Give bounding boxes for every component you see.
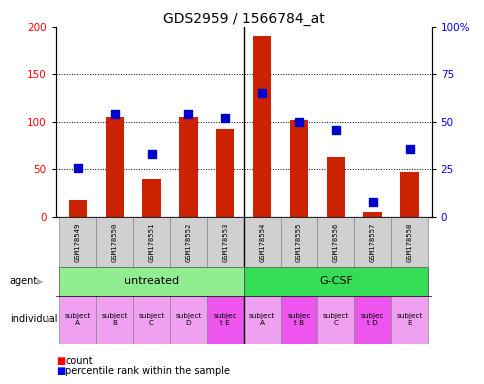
Text: percentile rank within the sample: percentile rank within the sample bbox=[65, 366, 230, 376]
Bar bbox=[390, 296, 427, 344]
Text: GSM178553: GSM178553 bbox=[222, 222, 228, 262]
Text: ▶: ▶ bbox=[47, 315, 53, 324]
Bar bbox=[60, 217, 96, 267]
Bar bbox=[142, 179, 161, 217]
Text: subject
D: subject D bbox=[175, 313, 201, 326]
Text: individual: individual bbox=[10, 314, 57, 324]
Text: count: count bbox=[65, 356, 93, 366]
Bar bbox=[317, 296, 353, 344]
Point bbox=[184, 111, 192, 118]
Title: GDS2959 / 1566784_at: GDS2959 / 1566784_at bbox=[163, 12, 324, 26]
Text: GSM178549: GSM178549 bbox=[75, 222, 81, 262]
Bar bbox=[317, 217, 353, 267]
Bar bbox=[353, 217, 390, 267]
Text: GSM178550: GSM178550 bbox=[111, 222, 118, 262]
Text: GSM178558: GSM178558 bbox=[406, 222, 412, 262]
Text: subjec
t B: subjec t B bbox=[287, 313, 310, 326]
Bar bbox=[170, 296, 207, 344]
Point bbox=[148, 151, 155, 157]
Text: GSM178556: GSM178556 bbox=[332, 222, 338, 262]
Bar bbox=[390, 217, 427, 267]
Text: GSM178552: GSM178552 bbox=[185, 222, 191, 262]
Bar bbox=[353, 296, 390, 344]
Bar bbox=[326, 157, 344, 217]
Text: untreated: untreated bbox=[124, 276, 179, 286]
Bar bbox=[60, 296, 96, 344]
Text: ▶: ▶ bbox=[37, 276, 43, 286]
Text: ■: ■ bbox=[56, 366, 65, 376]
Text: subjec
t E: subjec t E bbox=[213, 313, 237, 326]
Bar bbox=[280, 296, 317, 344]
Text: GSM178554: GSM178554 bbox=[258, 222, 265, 262]
Bar bbox=[96, 217, 133, 267]
Point bbox=[294, 119, 302, 125]
Bar bbox=[216, 129, 234, 217]
Bar bbox=[133, 217, 170, 267]
Text: subject
C: subject C bbox=[322, 313, 348, 326]
Bar bbox=[252, 36, 271, 217]
Bar bbox=[60, 267, 243, 296]
Text: GSM178555: GSM178555 bbox=[295, 222, 302, 262]
Text: subject
E: subject E bbox=[395, 313, 422, 326]
Bar bbox=[289, 120, 307, 217]
Bar bbox=[179, 117, 197, 217]
Bar bbox=[170, 217, 207, 267]
Text: subject
A: subject A bbox=[64, 313, 91, 326]
Bar bbox=[243, 267, 427, 296]
Bar bbox=[69, 200, 87, 217]
Point bbox=[74, 164, 82, 170]
Bar bbox=[207, 296, 243, 344]
Point bbox=[221, 115, 229, 121]
Point bbox=[111, 111, 119, 118]
Point bbox=[331, 126, 339, 132]
Text: GSM178557: GSM178557 bbox=[369, 222, 375, 262]
Bar bbox=[207, 217, 243, 267]
Bar bbox=[243, 217, 280, 267]
Text: subjec
t D: subjec t D bbox=[360, 313, 384, 326]
Bar bbox=[106, 117, 124, 217]
Bar bbox=[133, 296, 170, 344]
Point bbox=[257, 90, 265, 96]
Text: G-CSF: G-CSF bbox=[318, 276, 352, 286]
Text: GSM178551: GSM178551 bbox=[148, 222, 154, 262]
Text: agent: agent bbox=[10, 276, 38, 286]
Point bbox=[368, 199, 376, 205]
Bar bbox=[363, 212, 381, 217]
Text: subject
B: subject B bbox=[101, 313, 128, 326]
Bar bbox=[96, 296, 133, 344]
Text: subject
C: subject C bbox=[138, 313, 165, 326]
Point bbox=[405, 146, 412, 152]
Bar bbox=[399, 172, 418, 217]
Text: ■: ■ bbox=[56, 356, 65, 366]
Text: subject
A: subject A bbox=[248, 313, 275, 326]
Bar bbox=[243, 296, 280, 344]
Bar bbox=[280, 217, 317, 267]
